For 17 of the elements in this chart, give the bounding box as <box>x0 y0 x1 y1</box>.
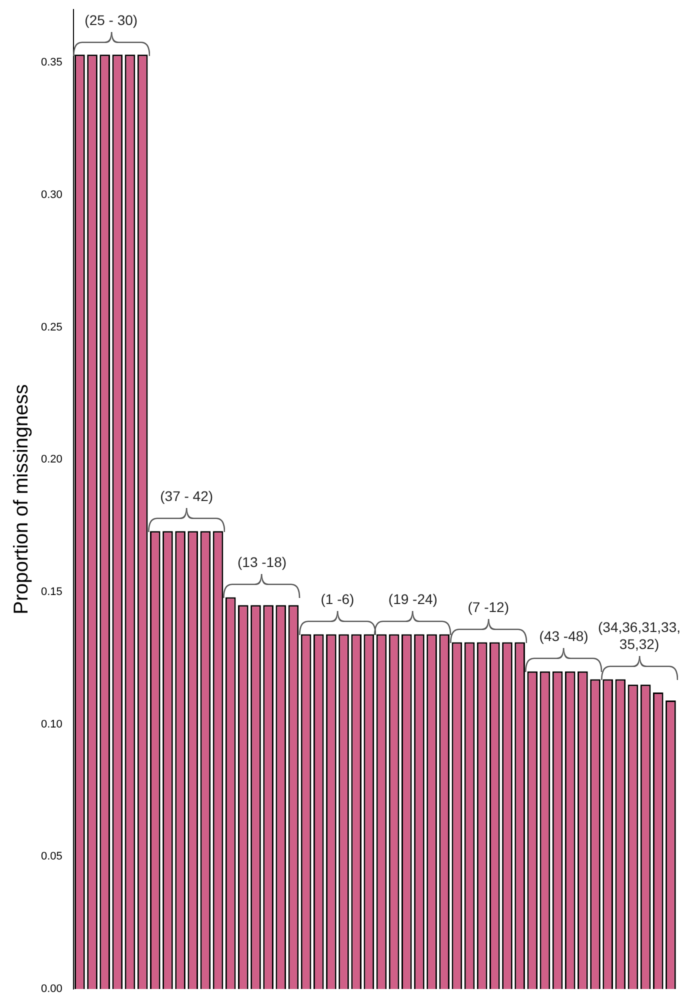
y-axis-title: Proportion of missingness <box>10 384 33 614</box>
annotation: (19 -24) <box>388 591 438 608</box>
y-tick-label: 0.25 <box>40 321 62 334</box>
annotation: (25 - 30) <box>84 12 138 29</box>
annotation: (7 -12) <box>468 599 509 616</box>
y-tick-label: 0.00 <box>40 983 62 996</box>
y-tick-label: 0.10 <box>40 718 62 730</box>
y-tick-label: 0.20 <box>40 454 62 466</box>
annotation: (37 - 42) <box>160 488 214 506</box>
annotation: (34,36,31,33, 35,32) <box>598 619 681 654</box>
annotation: (13 -18) <box>238 554 287 572</box>
y-tick-label: 0.05 <box>40 850 62 863</box>
annotation: (43 -48) <box>539 628 588 646</box>
y-tick-label: 0.35 <box>40 56 62 69</box>
y-tick-label: 0.30 <box>40 188 62 201</box>
y-tick-label: 0.15 <box>40 586 62 598</box>
annotation: (1 -6) <box>320 591 354 608</box>
